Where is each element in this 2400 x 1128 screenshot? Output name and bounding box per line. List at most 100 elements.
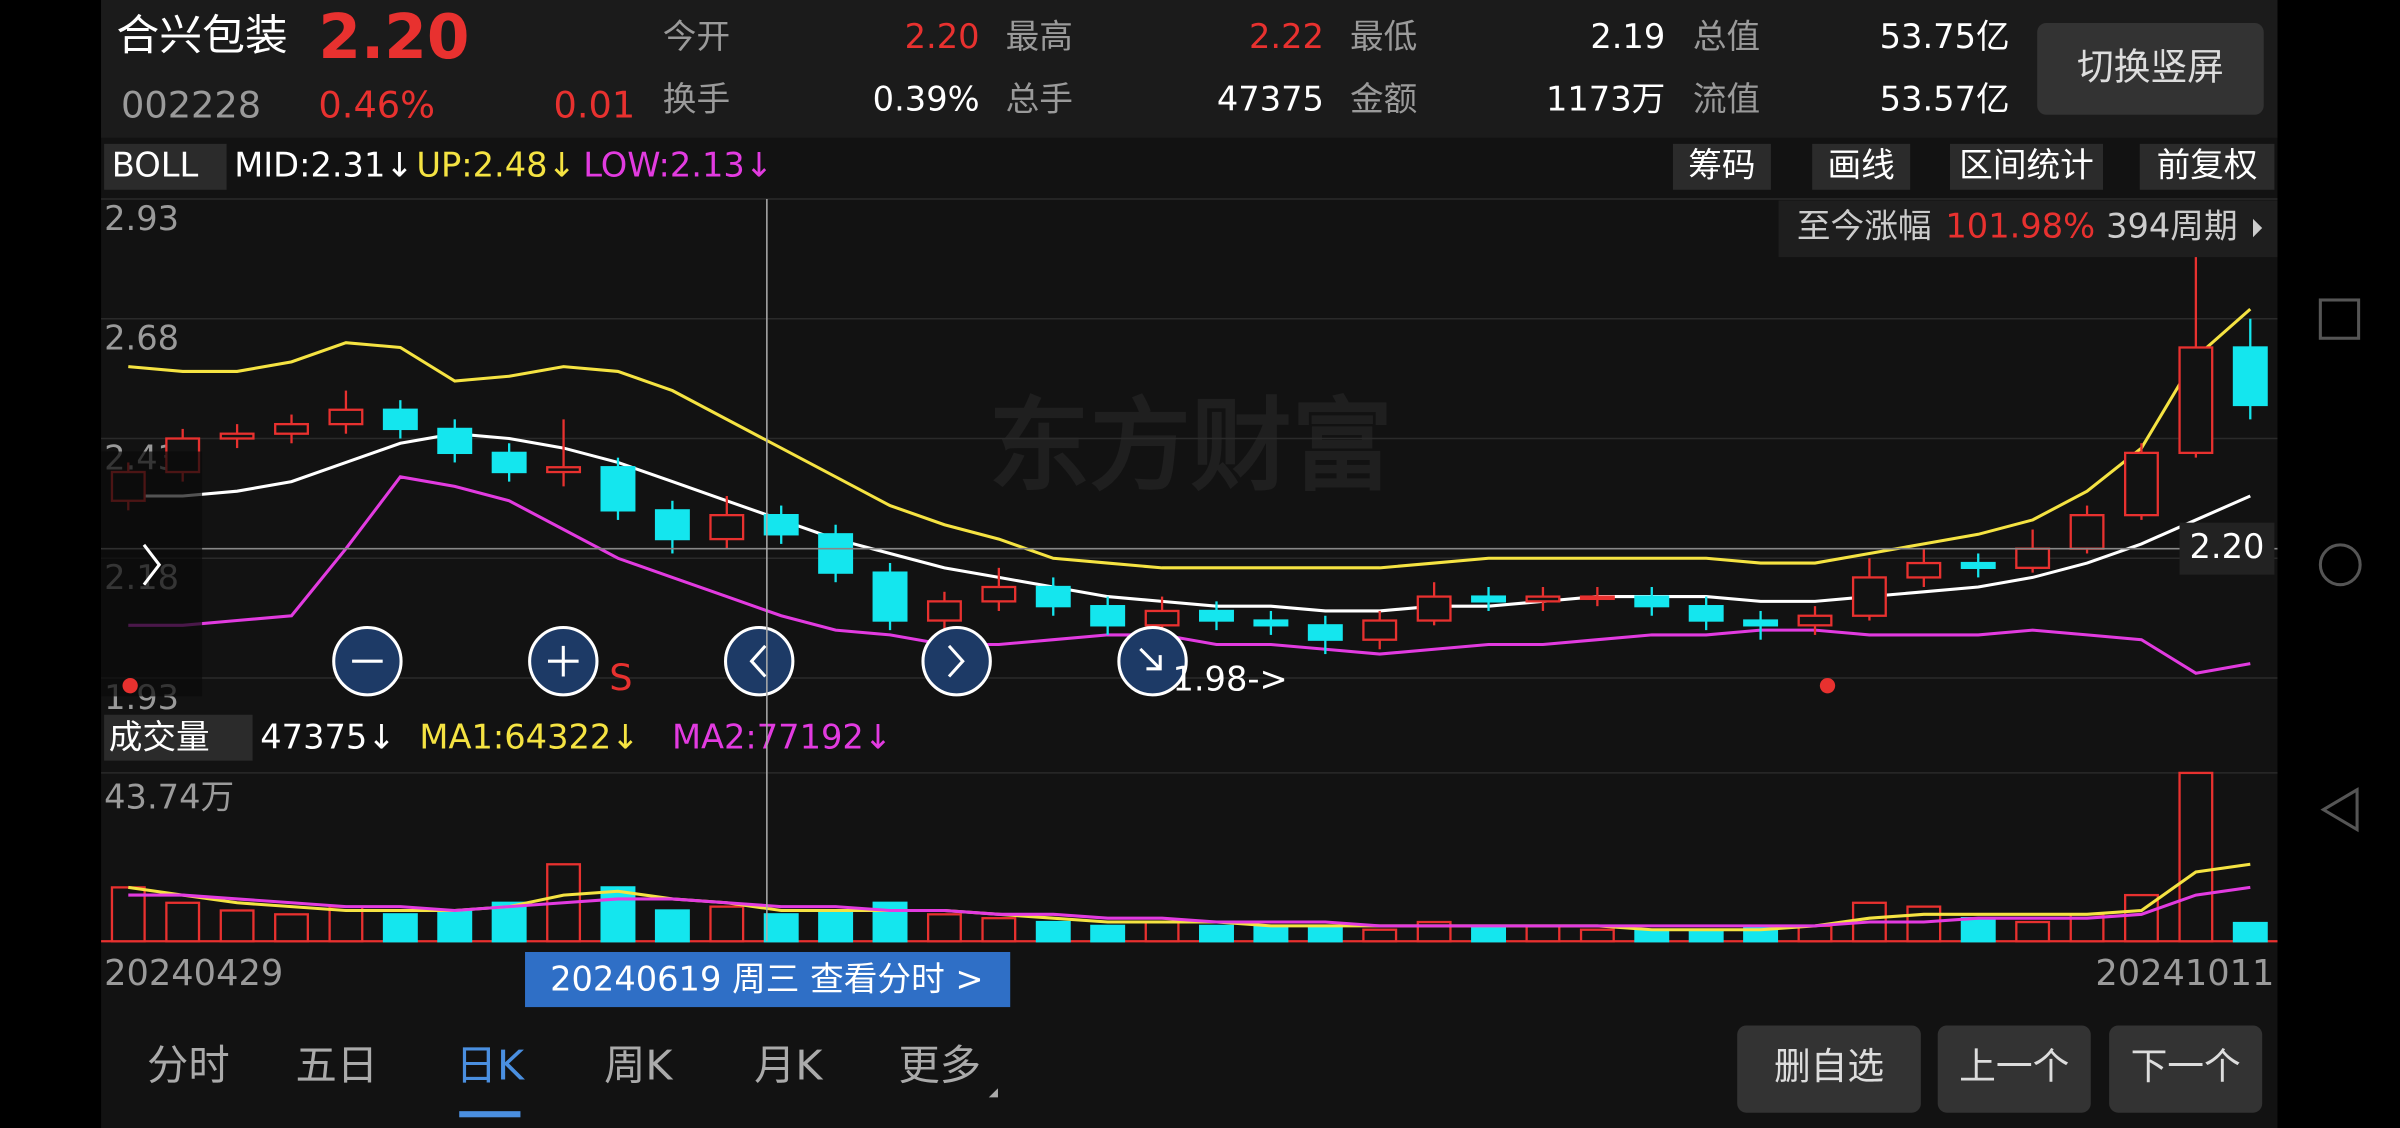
candle-body bbox=[1960, 561, 1996, 569]
header-bg bbox=[101, 0, 2278, 138]
range-info-bg bbox=[1778, 200, 2278, 258]
tool-button[interactable] bbox=[2139, 143, 2275, 190]
candle-body bbox=[274, 422, 309, 435]
stat-label: 总值 bbox=[1693, 17, 1760, 56]
nav-recents[interactable] bbox=[2318, 298, 2361, 340]
volume-bar bbox=[328, 905, 364, 943]
stat-value: 0.39% bbox=[873, 80, 980, 119]
stat-label: 金额 bbox=[1350, 80, 1417, 119]
candle-body bbox=[1199, 609, 1234, 622]
stat-label: 最高 bbox=[1006, 17, 1073, 56]
candle-body bbox=[1253, 619, 1289, 627]
candle-body bbox=[2015, 547, 2051, 569]
button[interactable] bbox=[2109, 1025, 2263, 1113]
stat-value: 1173万 bbox=[1546, 80, 1665, 119]
volume-bar bbox=[274, 913, 309, 943]
candle-body bbox=[1090, 605, 1126, 627]
candle-body bbox=[709, 513, 745, 541]
tab[interactable]: 日K bbox=[456, 1041, 525, 1089]
tab[interactable]: 月K bbox=[754, 1041, 823, 1089]
volume-bar bbox=[926, 913, 962, 943]
tool-button[interactable] bbox=[1672, 143, 1771, 190]
tab-underline bbox=[459, 1111, 521, 1118]
candle-body bbox=[546, 466, 582, 474]
volume-bar bbox=[2178, 771, 2214, 943]
zoom-controls bbox=[332, 625, 1188, 697]
volume-bar bbox=[1307, 924, 1343, 943]
nav-back[interactable] bbox=[2320, 787, 2359, 833]
range-arrow bbox=[2253, 218, 2263, 238]
x-label: 20241011 bbox=[2095, 953, 2274, 994]
volume-bar bbox=[600, 886, 636, 943]
y-tick-label: 2.68 bbox=[104, 319, 179, 358]
indicator-select[interactable] bbox=[104, 143, 227, 190]
tool-button-label: 区间统计 bbox=[1959, 145, 2094, 184]
switch-button[interactable] bbox=[2037, 22, 2264, 115]
candle-body bbox=[1144, 609, 1180, 627]
tab[interactable]: 周K bbox=[604, 1041, 673, 1089]
price-tag-bg bbox=[2179, 522, 2275, 575]
stock-price: 2.20 bbox=[318, 2, 469, 73]
candle-body bbox=[219, 432, 255, 440]
stat-value: 53.75亿 bbox=[1880, 17, 2010, 56]
candle-body bbox=[763, 513, 799, 536]
volume-bar bbox=[1579, 928, 1615, 943]
candle-body bbox=[926, 600, 962, 622]
tab[interactable]: 分时 bbox=[147, 1041, 230, 1089]
boll-low bbox=[128, 475, 2251, 675]
stat-label: 总手 bbox=[1006, 80, 1073, 119]
button[interactable] bbox=[1937, 1025, 2091, 1113]
tab[interactable]: 更多 bbox=[898, 1041, 981, 1089]
button[interactable] bbox=[1737, 1025, 1921, 1113]
stat-value: 53.57亿 bbox=[1880, 80, 2010, 119]
indicator-name: BOLL bbox=[112, 145, 199, 184]
candle-body bbox=[600, 466, 636, 512]
volume-bar bbox=[981, 917, 1017, 943]
candle-body bbox=[1851, 576, 1887, 617]
candle-body bbox=[1416, 595, 1452, 622]
tab[interactable]: 五日 bbox=[295, 1041, 378, 1089]
stat-label: 换手 bbox=[663, 80, 730, 119]
candle-body bbox=[2123, 451, 2159, 517]
stat-label: 最低 bbox=[1350, 17, 1417, 56]
volume-bar bbox=[654, 909, 690, 943]
volume-bar bbox=[437, 909, 473, 943]
crosshair-label-bg bbox=[525, 951, 1011, 1008]
volume-bar bbox=[1471, 924, 1507, 943]
candle-body bbox=[1688, 605, 1724, 622]
watermark: 东方财富 bbox=[989, 387, 1393, 505]
volume-bar bbox=[1688, 928, 1724, 943]
button-label: 下一个 bbox=[2131, 1045, 2241, 1088]
pan-left[interactable] bbox=[724, 625, 795, 697]
switch-button-label: 切换竖屏 bbox=[2077, 45, 2224, 88]
boll-mid bbox=[128, 432, 2251, 613]
volume-chart: 43.74万 bbox=[101, 771, 2278, 943]
candle-body bbox=[1743, 619, 1779, 627]
stat-value: 2.20 bbox=[905, 17, 980, 56]
vol-ma1-label: MA1:64322↓ bbox=[419, 718, 639, 757]
nav-home[interactable] bbox=[2318, 543, 2362, 587]
price-tag: 2.20 bbox=[2190, 527, 2265, 566]
tool-button[interactable] bbox=[1949, 143, 2104, 190]
range-periods: 394周期 bbox=[2106, 207, 2238, 246]
button-label: 上一个 bbox=[1959, 1045, 2069, 1088]
candle-body bbox=[1525, 595, 1561, 603]
volume-bar bbox=[1035, 920, 1071, 943]
boll-up-label: UP:2.48↓ bbox=[416, 145, 575, 184]
tool-button[interactable] bbox=[1812, 143, 1911, 190]
volume-select[interactable] bbox=[104, 714, 253, 761]
range-pct: 101.98% bbox=[1945, 207, 2095, 246]
volume-bar bbox=[1144, 920, 1180, 943]
expand-arrow[interactable] bbox=[142, 543, 162, 586]
pan-right[interactable] bbox=[921, 625, 992, 697]
candle-body bbox=[981, 585, 1017, 603]
volume-title: 成交量 bbox=[109, 718, 210, 757]
sell-marker: S bbox=[609, 656, 632, 699]
volume-bar bbox=[491, 901, 527, 943]
stat-label: 今开 bbox=[663, 17, 730, 56]
crosshair-label[interactable]: 20240619 周三 查看分时 > bbox=[550, 960, 984, 999]
candle-body bbox=[1362, 619, 1398, 641]
change: 0.01 bbox=[553, 84, 635, 127]
volume-bar bbox=[382, 913, 418, 943]
tool-button-label: 前复权 bbox=[2157, 145, 2258, 184]
